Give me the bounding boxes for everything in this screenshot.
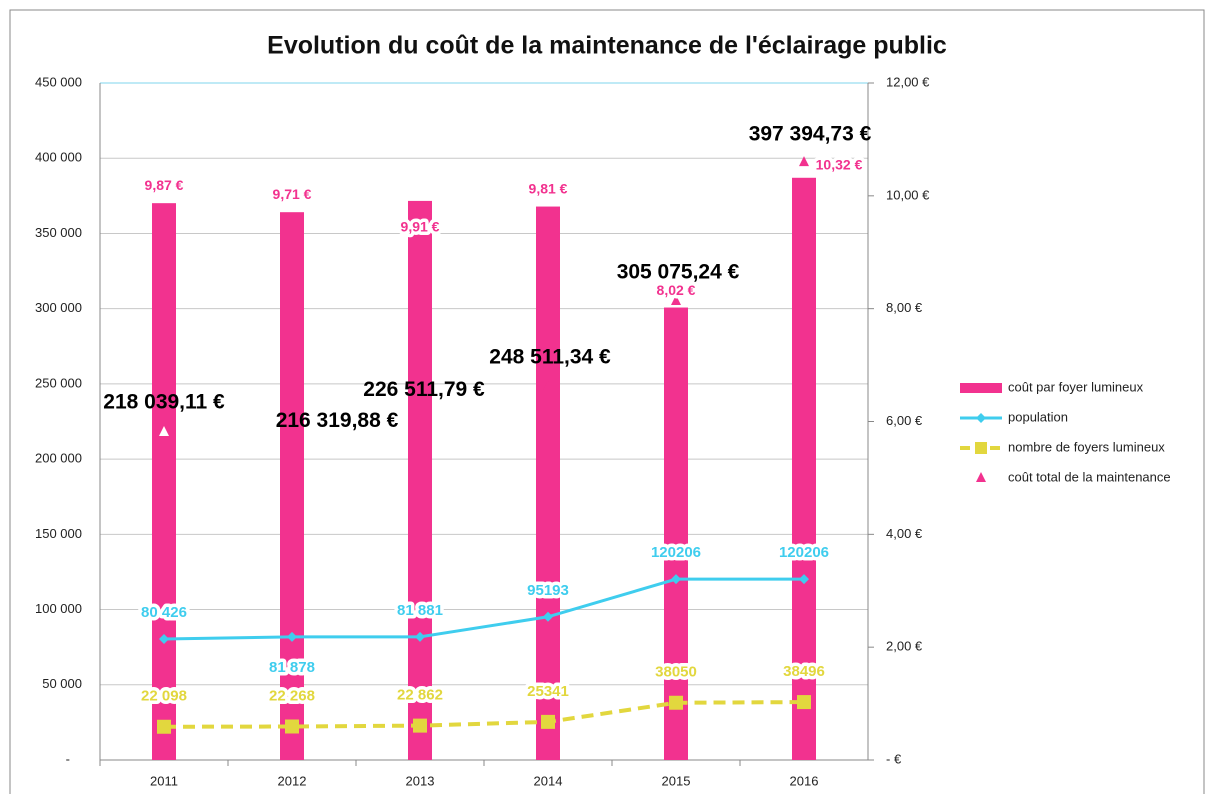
value-label: 9,87 € (145, 177, 184, 193)
value-label: 22 862 (397, 687, 443, 704)
marker (671, 295, 681, 306)
value-label: 81 881 (397, 602, 443, 619)
value-label: 120206 (651, 544, 701, 561)
value-label: 38050 (655, 664, 697, 681)
legend-swatch (976, 413, 986, 423)
legend-swatch (975, 442, 987, 454)
bar (408, 200, 432, 760)
y2-tick-label: 2,00 € (886, 639, 923, 654)
value-label: 216 319,88 € (276, 409, 399, 432)
bar (152, 203, 176, 761)
legend-label: coût total de la maintenance (1008, 469, 1171, 484)
bar (536, 206, 560, 761)
value-label: 9,81 € (529, 180, 568, 196)
value-label: 22 268 (269, 687, 315, 704)
value-label: 248 511,34 € (489, 346, 611, 369)
bar (792, 177, 816, 760)
y-tick-label: - (66, 751, 70, 766)
value-label: 305 075,24 € (617, 261, 740, 284)
x-tick-label: 2011 (150, 773, 178, 788)
y-tick-label: 100 000 (35, 601, 82, 616)
value-label: 95193 (527, 582, 569, 599)
y-tick-label: 400 000 (35, 150, 82, 165)
y2-tick-label: 8,00 € (886, 300, 923, 315)
legend-label: coût par foyer lumineux (1008, 379, 1144, 394)
bar (280, 212, 304, 761)
y-tick-label: 300 000 (35, 300, 82, 315)
marker (159, 425, 169, 436)
x-tick-label: 2013 (406, 773, 435, 788)
marker (287, 631, 297, 642)
y-tick-label: 50 000 (42, 676, 82, 691)
marker (543, 380, 553, 391)
marker (669, 695, 683, 710)
marker (159, 634, 169, 645)
y2-tick-label: 10,00 € (886, 187, 930, 202)
chart-frame (9, 9, 1205, 794)
x-tick-label: 2012 (278, 773, 307, 788)
marker (797, 695, 811, 710)
marker (799, 574, 809, 585)
value-label: 9,91 € (401, 219, 440, 235)
legend-swatch (976, 472, 986, 482)
value-label: 226 511,79 € (363, 378, 485, 401)
value-label: 80 426 (141, 604, 187, 621)
y-tick-label: 450 000 (35, 74, 82, 89)
value-label: 10,32 € (816, 156, 863, 172)
line (163, 577, 804, 641)
chart-title: Evolution du coût de la maintenance de l… (267, 32, 947, 60)
line (163, 700, 805, 729)
legend-swatch (960, 383, 1002, 393)
value-label: 218 039,11 € (103, 391, 225, 414)
value-label: 81 878 (269, 659, 315, 676)
marker (671, 574, 681, 585)
value-label: 38496 (783, 663, 825, 680)
y2-tick-label: 6,00 € (886, 413, 923, 428)
y-tick-label: 350 000 (35, 225, 82, 240)
x-tick-label: 2015 (662, 773, 691, 788)
marker (285, 719, 299, 734)
bar (664, 307, 688, 760)
y2-tick-label: - € (886, 751, 902, 766)
value-label: 120206 (779, 544, 829, 561)
marker (415, 631, 425, 642)
value-label: 397 394,73 € (749, 123, 872, 146)
y-tick-label: 250 000 (35, 375, 82, 390)
x-tick-label: 2016 (790, 773, 819, 788)
marker (157, 719, 171, 734)
value-label: 9,71 € (273, 186, 312, 202)
legend-label: nombre de foyers lumineux (1008, 439, 1165, 454)
value-label: 8,02 € (657, 282, 696, 298)
value-label: 22 098 (141, 688, 187, 705)
marker (799, 156, 809, 167)
legend-label: population (1008, 409, 1068, 424)
value-label: 25341 (527, 683, 569, 700)
marker (415, 413, 425, 424)
x-tick-label: 2014 (534, 773, 563, 788)
marker (541, 714, 555, 729)
y-tick-label: 150 000 (35, 526, 82, 541)
y2-tick-label: 4,00 € (886, 526, 923, 541)
y2-tick-label: 12,00 € (886, 74, 930, 89)
y-tick-label: 200 000 (35, 451, 82, 466)
marker (287, 428, 297, 439)
marker (543, 611, 553, 622)
marker (413, 718, 427, 733)
